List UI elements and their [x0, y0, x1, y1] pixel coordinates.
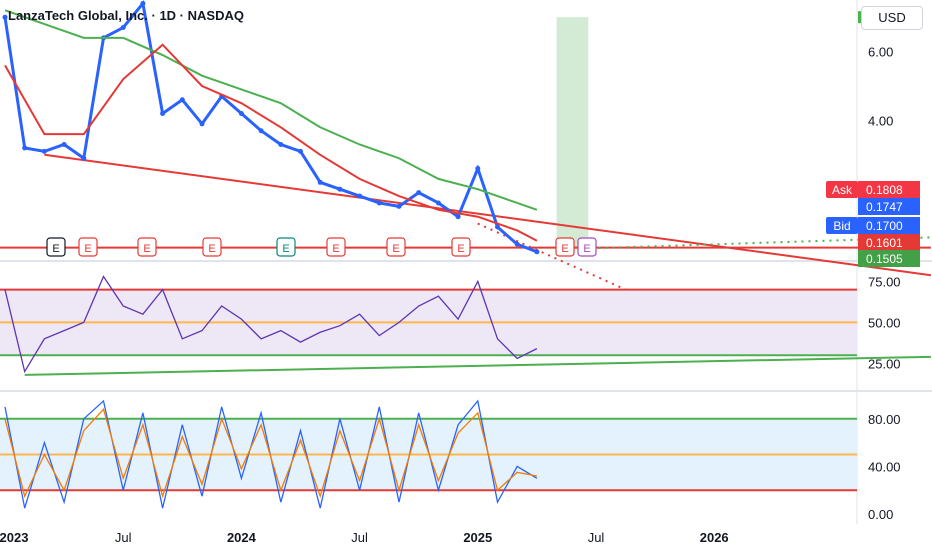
price-point [435, 200, 441, 206]
time-tick-label: Jul [115, 530, 132, 545]
stoch-tick-label: 40.00 [868, 459, 901, 474]
earnings-marker [78, 237, 98, 257]
rsi-tick-label: 25.00 [868, 356, 901, 371]
time-tick-label: 2025 [463, 530, 492, 545]
rsi-tick-label: 75.00 [868, 274, 901, 289]
ma_green-line [4, 9, 538, 211]
price-point [160, 111, 166, 117]
price-tag-bg [858, 198, 920, 215]
earnings-marker [451, 237, 471, 257]
price-point [278, 141, 284, 147]
price-point [298, 148, 303, 154]
price-point [376, 200, 382, 206]
earnings-marker [137, 237, 157, 257]
time-tick-label: 2023 [0, 530, 28, 545]
time-tick-label: 2024 [227, 530, 257, 545]
price-point [495, 224, 500, 230]
stoch-tick-label: 0.00 [868, 507, 893, 522]
earnings-marker [386, 237, 406, 257]
earnings-marker-label: E [143, 243, 150, 255]
price-tag-label-bg [826, 181, 858, 198]
price-tick-label: 6.00 [868, 45, 893, 60]
price-tick-label: 4.00 [868, 113, 893, 128]
earnings-marker [326, 237, 346, 257]
price-point [61, 141, 67, 147]
time-tick-label: Jul [351, 530, 368, 545]
chart-title: LanzaTech Global, Inc. · 1D · NASDAQ [8, 8, 244, 23]
price-point [337, 186, 343, 192]
price-tag-label-bg [826, 217, 858, 234]
price-point [317, 179, 323, 185]
price-point [179, 97, 185, 103]
price-tag-label: Bid [833, 219, 850, 233]
price-tag-value: 0.1700 [866, 219, 903, 233]
earnings-marker [202, 237, 222, 257]
earnings-marker [577, 237, 597, 257]
price-tag-label: Ask [832, 183, 853, 197]
currency-selector[interactable]: USD [861, 6, 923, 30]
price-line [3, 0, 538, 254]
price-point [396, 203, 402, 209]
price-point [416, 190, 422, 196]
rsi-line [4, 275, 538, 374]
price-tag-value: 0.1601 [866, 236, 903, 250]
price-tag-bg [858, 250, 920, 267]
price-point [199, 121, 205, 127]
price-point [81, 155, 87, 161]
price-point [357, 193, 363, 199]
price-tag-value: 0.1808 [866, 183, 903, 197]
price-tag-bg [858, 234, 920, 251]
trendline-support [44, 153, 932, 277]
price-point [120, 25, 126, 31]
earnings-marker [555, 237, 575, 257]
time-tick-label: 2026 [700, 530, 729, 545]
price-point [238, 111, 244, 117]
price-point [455, 214, 461, 220]
earnings-marker-label: E [84, 243, 91, 255]
earnings-marker-label: E [392, 243, 399, 255]
earnings-marker [276, 237, 296, 257]
price-point [475, 166, 481, 172]
earnings-marker-label: E [52, 243, 59, 255]
price-point [534, 249, 540, 255]
stoch_d-line [4, 407, 538, 499]
earnings-marker-label: E [457, 243, 464, 255]
earnings-marker-label: E [208, 243, 215, 255]
price-tag-value: 0.1505 [866, 252, 903, 266]
earnings-marker [46, 237, 66, 257]
price-point [140, 0, 146, 6]
price-tag-value: 0.1747 [866, 200, 903, 214]
earnings-marker-label: E [332, 243, 339, 255]
target-box [556, 17, 589, 250]
ma_red-line [4, 43, 538, 242]
stoch-tick-label: 80.00 [868, 412, 901, 427]
earnings-marker-label: E [561, 243, 568, 255]
price-point [514, 241, 520, 247]
price-tag-bg [858, 217, 920, 234]
price-point [2, 14, 8, 20]
earnings-marker-label: E [282, 243, 289, 255]
price-tag-bg [858, 181, 920, 198]
price-point [258, 128, 264, 134]
rsi-trendline [24, 355, 931, 376]
rsi-tick-label: 50.00 [868, 315, 901, 330]
earnings-marker-label: E [583, 243, 590, 255]
time-tick-label: Jul [588, 530, 605, 545]
price-point [41, 148, 47, 154]
price-point [22, 145, 28, 151]
